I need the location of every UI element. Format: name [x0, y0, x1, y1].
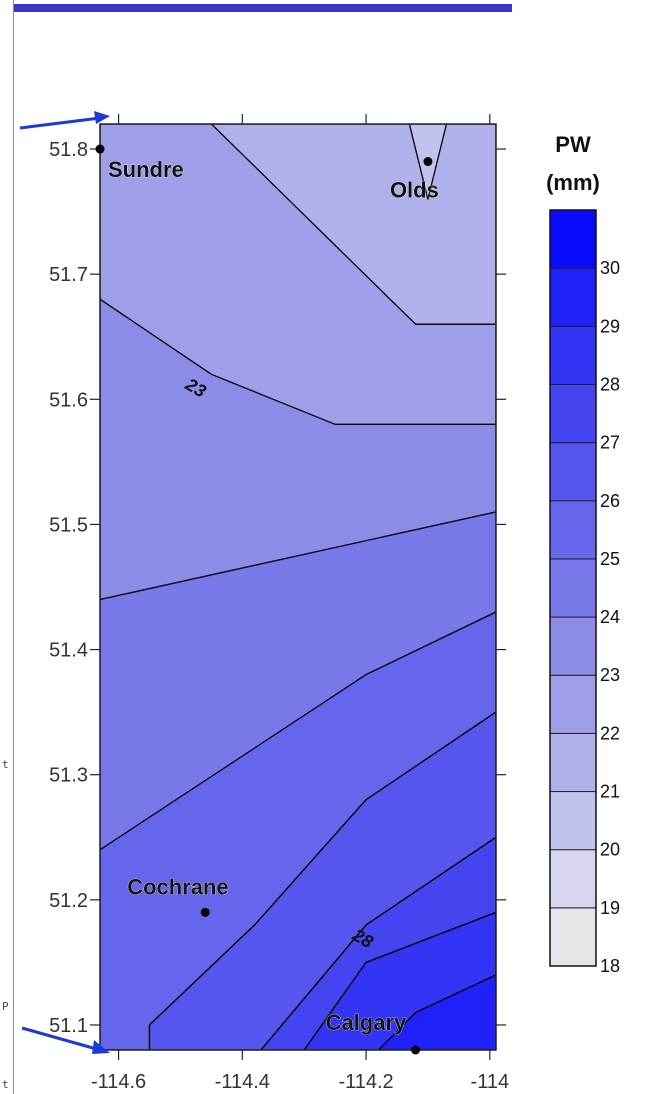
colorbar-label: 19 [600, 898, 620, 918]
colorbar-segment [549, 500, 597, 560]
colorbar-segment [549, 558, 597, 618]
colorbar-label: 20 [600, 840, 620, 860]
colorbar-segment [549, 732, 597, 793]
city-marker [411, 1045, 421, 1055]
city-marker [423, 157, 433, 167]
colorbar-label: 23 [600, 665, 620, 685]
left-rule [13, 0, 14, 1094]
contour-band-29 [377, 974, 496, 1050]
edge-glyph: t [2, 758, 9, 771]
arrow-line [21, 1026, 101, 1052]
x-tick-label: -114 [471, 1071, 510, 1093]
colorbar-segment [549, 325, 597, 385]
city-marker [200, 907, 210, 917]
y-tick-label: 51.3 [49, 765, 88, 787]
colorbar-label: 30 [600, 258, 620, 278]
header-bar [14, 4, 512, 12]
colorbar-label: 22 [600, 723, 620, 743]
colorbar-label: 24 [600, 607, 620, 627]
colorbar-label: 18 [600, 956, 620, 976]
x-tick-label: -114.4 [215, 1071, 270, 1093]
contour-band-26 [148, 711, 496, 1050]
edge-glyph: P [2, 1000, 9, 1013]
y-tick-label: 51.1 [49, 1015, 88, 1037]
colorbar-title: PW [555, 132, 591, 157]
y-tick-label: 51.6 [49, 389, 88, 411]
colorbar-label: 21 [600, 782, 620, 802]
colorbar-segment [549, 674, 597, 734]
colorbar-segment [549, 616, 597, 676]
city-label: Cochrane [127, 874, 228, 899]
colorbar-unit: (mm) [546, 170, 600, 195]
colorbar-label: 27 [600, 433, 620, 453]
colorbar-segment [549, 383, 597, 444]
colorbar-segment [549, 209, 597, 269]
colorbar-segment [549, 791, 597, 851]
y-tick-label: 51.7 [49, 264, 88, 286]
colorbar-frame [549, 209, 597, 967]
y-tick-label: 51.2 [49, 890, 88, 912]
plot-frame [99, 123, 497, 1051]
edge-glyph: t [2, 1078, 9, 1091]
arrow-head [92, 1040, 110, 1054]
colorbar-segment [549, 267, 597, 327]
colorbar-segment [549, 442, 597, 502]
city-label: Olds [390, 178, 439, 203]
plot-area [100, 124, 496, 1050]
y-tick-label: 51.5 [49, 514, 88, 536]
colorbar-label: 25 [600, 549, 620, 569]
colorbar-segment [549, 907, 597, 967]
colorbar-label: 29 [600, 316, 620, 336]
arrow-line [19, 116, 101, 130]
city-label: Sundre [108, 157, 184, 182]
y-tick-label: 51.8 [49, 139, 88, 161]
city-marker [95, 144, 105, 154]
colorbar-label: 26 [600, 491, 620, 511]
city-label: Calgary [326, 1010, 407, 1035]
colorbar-segment [549, 849, 597, 909]
arrow-head [94, 111, 110, 124]
colorbar-label: 28 [600, 374, 620, 394]
y-tick-label: 51.4 [49, 640, 88, 662]
x-tick-label: -114.2 [338, 1071, 393, 1093]
x-tick-label: -114.6 [91, 1071, 146, 1093]
